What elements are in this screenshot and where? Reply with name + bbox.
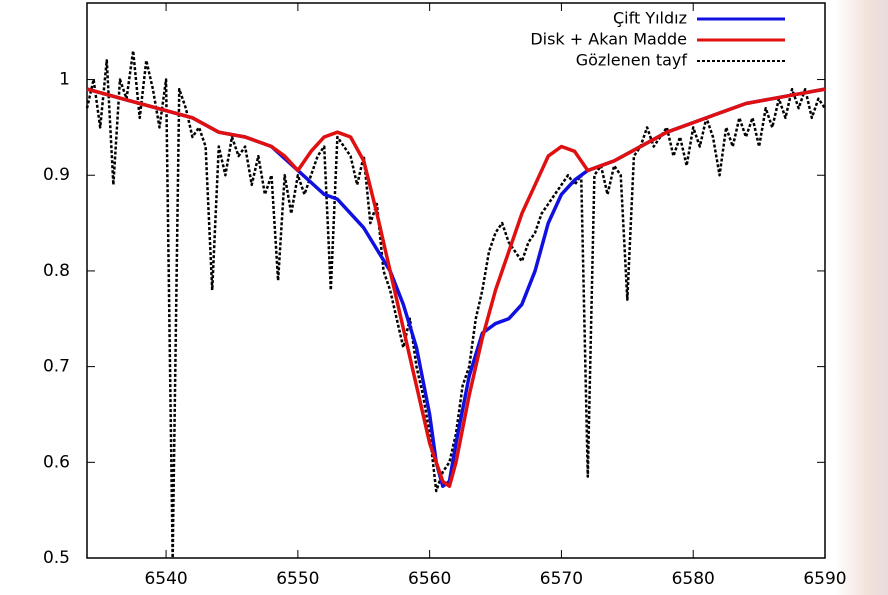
y-tick-label: 0.6 — [43, 452, 70, 472]
y-tick-label: 0.5 — [43, 548, 70, 568]
side-decoration — [835, 0, 888, 595]
legend-label: Gözlenen tayf — [576, 51, 688, 70]
legend-label: Disk + Akan Madde — [530, 30, 687, 49]
series-line — [85, 49, 827, 560]
x-tick-label: 6560 — [408, 569, 451, 589]
legend-label: Çift Yıldız — [613, 9, 687, 28]
x-tick-label: 6540 — [144, 569, 187, 589]
y-tick-label: 0.7 — [43, 357, 70, 377]
plot-frame — [86, 2, 826, 559]
x-tick-label: 6570 — [540, 569, 583, 589]
y-tick-label: 0.8 — [43, 261, 70, 281]
x-tick-label: 6580 — [672, 569, 715, 589]
y-tick-label: 1 — [59, 70, 70, 90]
series-line — [86, 87, 826, 488]
x-tick-label: 6590 — [803, 569, 846, 589]
y-tick-label: 0.9 — [43, 165, 70, 185]
x-tick-label: 6550 — [276, 569, 319, 589]
